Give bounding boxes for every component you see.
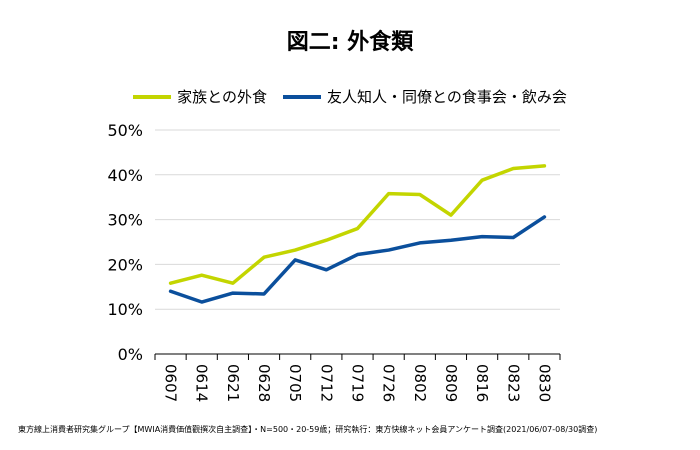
legend-swatch-friends	[283, 94, 321, 99]
x-tick-label: 0621	[224, 364, 242, 402]
chart-legend: 家族との外食 友人知人・同僚との食事会・飲み会	[0, 86, 700, 107]
x-tick-label: 0607	[162, 364, 180, 402]
x-tick-label: 0628	[255, 364, 273, 402]
y-tick-label: 40%	[107, 166, 143, 185]
source-footnote: 東方線上消費者研究集グループ【MWIA消費価值觀撰次自主調查】・N=500・20…	[18, 425, 598, 434]
series-line-0	[168, 164, 547, 285]
x-tick-label: 0830	[535, 364, 553, 402]
x-tick-label: 0802	[411, 364, 429, 402]
x-tick-label: 0726	[380, 364, 398, 402]
x-tick-label: 0816	[473, 364, 491, 402]
y-tick-label: 20%	[107, 255, 143, 274]
chart-title: 図二: 外食類	[286, 30, 414, 55]
y-tick-label: 30%	[107, 211, 143, 230]
x-tick-label: 0719	[349, 364, 367, 402]
legend-label-family: 家族との外食	[177, 88, 267, 106]
legend-swatch-family	[133, 94, 172, 99]
x-tick-label: 0712	[317, 364, 335, 402]
y-tick-label: 10%	[107, 300, 143, 319]
legend-label-friends: 友人知人・同僚との食事会・飲み会	[327, 88, 567, 106]
legend-item-friends: 友人知人・同僚との食事会・飲み会	[283, 86, 567, 107]
x-tick-label: 0809	[442, 364, 460, 402]
x-tick-label: 0705	[286, 364, 304, 402]
x-tick-label: 0614	[193, 364, 211, 402]
y-tick-label: 50%	[107, 121, 143, 140]
y-tick-label: 0%	[118, 345, 143, 364]
legend-item-family: 家族との外食	[133, 86, 267, 107]
x-tick-label: 0823	[504, 364, 522, 402]
